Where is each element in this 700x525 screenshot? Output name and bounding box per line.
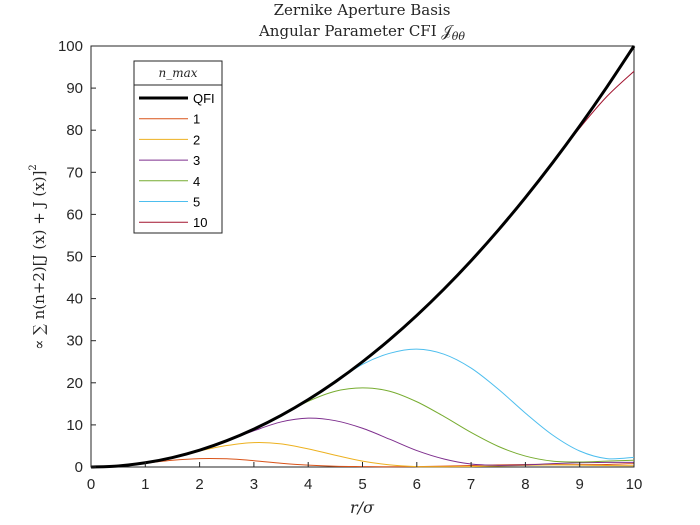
x-tick-label: 2 [195, 476, 203, 493]
series-lines [90, 45, 636, 469]
y-tick-label: 0 [75, 459, 83, 476]
legend-title: n_max [158, 66, 197, 80]
x-axis-ticks: 0 1 2 3 4 5 6 7 8 9 10 [87, 462, 643, 493]
y-tick-label: 30 [66, 333, 83, 350]
x-tick-label: 1 [141, 476, 149, 493]
legend-label-3: 3 [193, 153, 200, 168]
legend-items: QFI 1 2 3 4 5 10 [139, 91, 215, 230]
y-tick-label: 60 [66, 206, 83, 223]
legend-label-qfi: QFI [193, 91, 215, 106]
chart-title-line1: Zernike Aperture Basis [274, 1, 451, 19]
x-tick-label: 0 [87, 476, 95, 493]
y-tick-label: 50 [66, 249, 83, 266]
series-line-qfi [90, 45, 636, 469]
x-tick-label: 6 [413, 476, 421, 493]
legend-box [133, 60, 223, 234]
legend-label-2: 2 [193, 132, 200, 147]
legend: n_max QFI 1 2 3 4 5 10 [133, 60, 223, 234]
x-axis-label: r/σ [350, 498, 375, 517]
x-tick-label: 7 [467, 476, 475, 493]
chart-title-line2: Angular Parameter CFI 𝒥θθ [258, 22, 465, 43]
x-tick-label: 10 [626, 476, 643, 493]
x-tick-label: 4 [304, 476, 312, 493]
y-tick-label: 100 [58, 38, 83, 55]
x-tick-label: 8 [521, 476, 529, 493]
y-tick-label: 90 [66, 80, 83, 97]
legend-label-5: 5 [193, 195, 200, 210]
y-tick-label: 20 [66, 375, 83, 392]
x-tick-label: 9 [576, 476, 584, 493]
x-tick-label: 5 [358, 476, 366, 493]
y-tick-label: 10 [66, 417, 83, 434]
y-axis-label: ∝ ∑ n(n+2)[J (x) + J (x)]2 [28, 164, 48, 350]
y-tick-label: 70 [66, 164, 83, 181]
y-tick-label: 40 [66, 291, 83, 308]
y-axis-ticks: 0 10 20 30 40 50 60 70 80 90 100 [58, 38, 96, 476]
y-tick-label: 80 [66, 122, 83, 139]
chart-title-line2-sub: θθ [452, 30, 466, 43]
x-tick-label: 3 [250, 476, 258, 493]
y-axis-label-text: ∝ ∑ n(n+2)[J (x) + J (x)] [30, 171, 48, 350]
legend-label-4: 4 [193, 174, 200, 189]
legend-label-10: 10 [193, 215, 207, 230]
chart-title-line2-main: Angular Parameter CFI 𝒥 [258, 22, 454, 40]
legend-label-1: 1 [193, 112, 200, 127]
